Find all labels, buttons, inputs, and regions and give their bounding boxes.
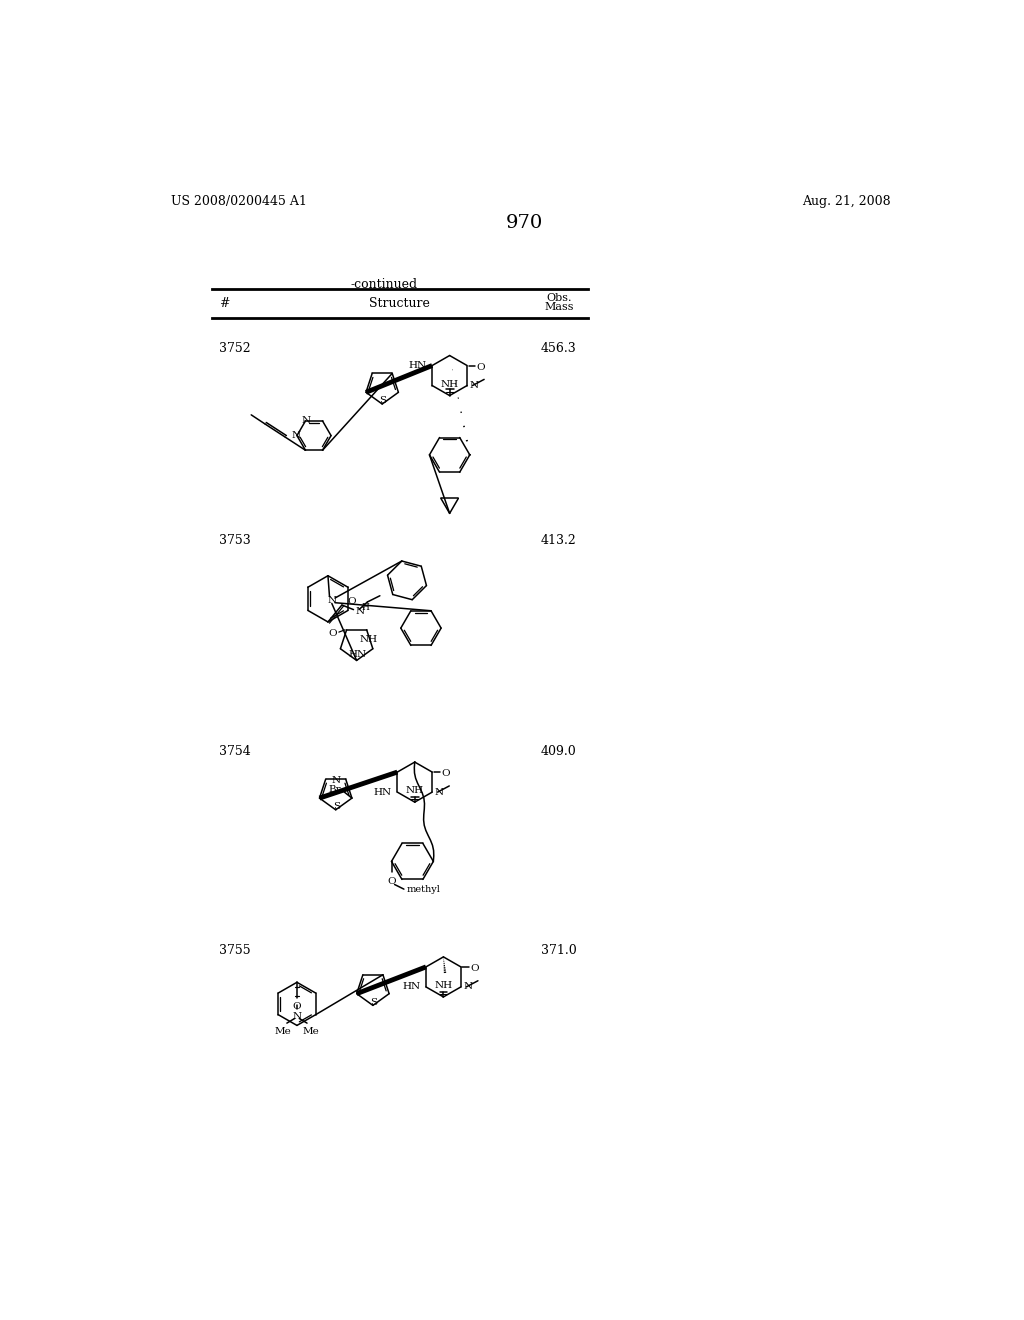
Text: O: O (329, 630, 337, 638)
Text: HN: HN (374, 788, 392, 796)
Text: O: O (470, 964, 479, 973)
Text: 3752: 3752 (219, 342, 251, 355)
Text: NH: NH (434, 981, 453, 990)
Text: N: N (356, 607, 365, 615)
Text: -continued: -continued (350, 277, 418, 290)
Text: methyl: methyl (407, 884, 440, 894)
Text: Mass: Mass (544, 302, 573, 312)
Text: NH: NH (359, 635, 377, 644)
Text: HN: HN (402, 982, 421, 991)
Text: 409.0: 409.0 (541, 744, 577, 758)
Text: 413.2: 413.2 (541, 535, 577, 548)
Text: 371.0: 371.0 (541, 944, 577, 957)
Text: N: N (434, 788, 443, 796)
Text: HN: HN (348, 651, 367, 660)
Text: Structure: Structure (369, 297, 430, 310)
Text: O: O (476, 363, 485, 371)
Text: N: N (332, 776, 341, 785)
Text: N: N (302, 416, 311, 425)
Text: NH: NH (406, 787, 424, 795)
Text: O: O (293, 1002, 301, 1011)
Text: N: N (293, 1011, 301, 1020)
Text: NH: NH (440, 380, 459, 388)
Text: 3754: 3754 (219, 744, 251, 758)
Text: Br: Br (329, 785, 341, 795)
Text: #: # (219, 297, 230, 310)
Text: O: O (347, 597, 356, 606)
Text: S: S (370, 998, 377, 1007)
Text: O: O (441, 770, 451, 777)
Text: US 2008/0200445 A1: US 2008/0200445 A1 (171, 194, 306, 207)
Text: S: S (380, 396, 386, 405)
Text: N: N (463, 982, 472, 991)
Text: H: H (361, 603, 369, 611)
Text: 970: 970 (506, 214, 544, 232)
Text: HN: HN (409, 362, 427, 370)
Text: Obs.: Obs. (546, 293, 571, 304)
Text: S: S (333, 803, 340, 812)
Text: O: O (387, 876, 396, 886)
Text: 456.3: 456.3 (541, 342, 577, 355)
Text: 3755: 3755 (219, 944, 251, 957)
Text: Me: Me (302, 1027, 319, 1036)
Text: N: N (328, 595, 337, 605)
Text: N: N (469, 381, 478, 389)
Text: N: N (292, 432, 301, 440)
Text: Me: Me (274, 1027, 292, 1036)
Text: Aug. 21, 2008: Aug. 21, 2008 (802, 194, 891, 207)
Text: 3753: 3753 (219, 535, 251, 548)
